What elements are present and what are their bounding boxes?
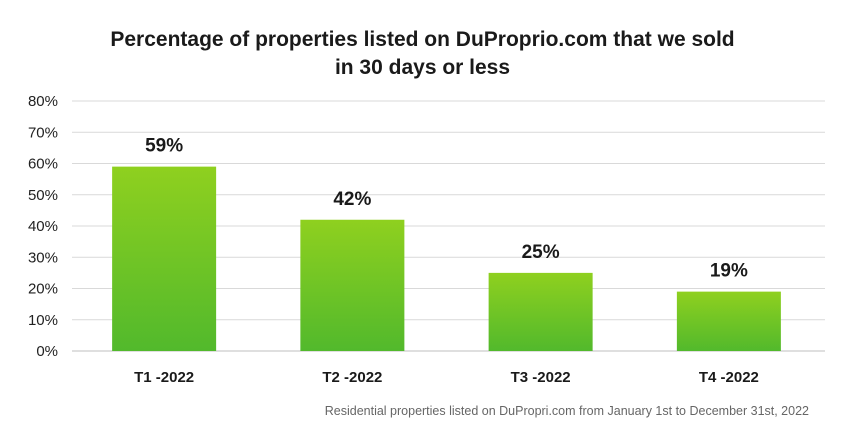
chart-title-line-1: Percentage of properties listed on DuPro… — [110, 28, 735, 51]
y-tick-label: 50% — [28, 187, 58, 204]
data-label: 59% — [145, 136, 183, 157]
chart-title: Percentage of properties listed on DuPro… — [0, 26, 845, 82]
bar — [676, 291, 781, 351]
y-tick-label: 10% — [28, 312, 58, 329]
x-tick-label: T3 -2022 — [511, 369, 571, 386]
chart-title-line-2: in 30 days or less — [334, 56, 511, 79]
x-tick-label: T2 -2022 — [322, 369, 382, 386]
bar — [300, 219, 405, 351]
bar — [112, 166, 217, 351]
x-tick-label: T4 -2022 — [699, 369, 759, 386]
y-tick-label: 0% — [36, 343, 58, 360]
bar — [488, 272, 593, 351]
x-tick-label: T1 -2022 — [134, 369, 194, 386]
y-tick-label: 20% — [28, 281, 58, 298]
y-tick-label: 40% — [28, 218, 58, 235]
y-tick-label: 60% — [28, 156, 58, 173]
data-label: 19% — [710, 261, 748, 282]
data-label: 42% — [333, 189, 371, 210]
data-label: 25% — [522, 242, 560, 263]
chart-footnote: Residential properties listed on DuPropr… — [324, 404, 809, 418]
y-tick-label: 30% — [28, 249, 58, 266]
y-tick-label: 80% — [28, 93, 58, 110]
y-tick-label: 70% — [28, 124, 58, 141]
